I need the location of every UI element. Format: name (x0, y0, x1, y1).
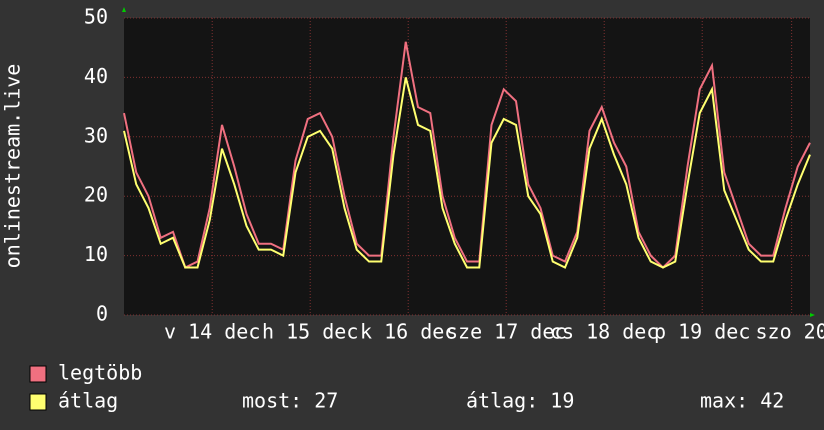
plot-area (124, 18, 810, 315)
y-tick-label: 30 (84, 123, 108, 147)
y-axis-label: onlinestream.live (1, 64, 25, 269)
y-tick-label: 0 (96, 302, 108, 326)
legend-label: legtöbb (58, 361, 142, 385)
axis-arrow (122, 7, 126, 12)
axis-arrow (810, 313, 815, 317)
series-line (123, 77, 811, 269)
stat-label: most: 27 (242, 389, 338, 413)
x-tick-label: v 14 dec (164, 320, 260, 344)
x-tick-label: szo 20 (756, 320, 824, 344)
y-tick-label: 40 (84, 64, 108, 88)
legend-swatch (29, 365, 47, 383)
y-tick-label: 50 (84, 5, 108, 29)
series-line (123, 41, 811, 269)
stat-label: max: 42 (700, 389, 784, 413)
stat-label: átlag: 19 (466, 389, 574, 413)
y-tick-label: 20 (84, 183, 108, 207)
legend-label: átlag (58, 389, 118, 413)
y-tick-label: 10 (84, 242, 108, 266)
x-tick-label: cs 18 dec (550, 320, 658, 344)
x-tick-label: p 19 dec (654, 320, 750, 344)
x-tick-label: sze 17 dec (446, 320, 566, 344)
x-tick-label: h 15 dec (262, 320, 358, 344)
legend-swatch (29, 393, 47, 411)
x-tick-label: k 16 dec (360, 320, 456, 344)
